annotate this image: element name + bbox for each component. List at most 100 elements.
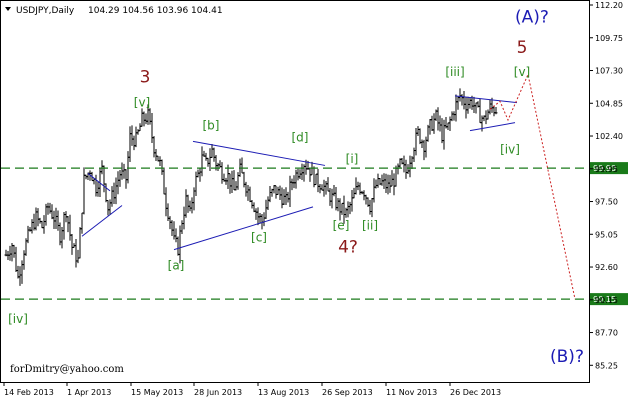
ohlc-bar <box>380 174 384 186</box>
ohlc-bar <box>328 188 332 206</box>
ohlc-bar <box>210 143 214 158</box>
trend-line[interactable] <box>192 140 326 166</box>
x-tick-label: 28 Jun 2013 <box>194 388 242 397</box>
ohlc-bar <box>130 125 134 146</box>
ohlc-bar <box>126 151 130 184</box>
wave-label: (B)? <box>550 347 584 367</box>
ohlc-bar <box>50 204 54 220</box>
ohlc-bar <box>12 244 16 258</box>
ohlc-bar <box>278 185 282 201</box>
trend-line[interactable] <box>87 173 111 192</box>
ohlc-bar <box>466 96 470 114</box>
x-tick-label: 11 Nov 2013 <box>386 388 437 397</box>
ohlc-bar <box>212 147 216 162</box>
trend-line[interactable] <box>81 205 123 237</box>
y-tick-label: 109.75 <box>595 34 623 43</box>
ohlc-bar <box>56 210 60 231</box>
ohlc-bar <box>438 115 442 132</box>
ohlc-bar <box>204 152 208 161</box>
ohlc-bar <box>246 184 250 201</box>
x-tick-label: 14 Feb 2013 <box>4 388 54 397</box>
horizontal-levels: 99.90 90.15 <box>1 162 628 306</box>
wave-label: [b] <box>203 118 220 132</box>
ohlc-bar <box>384 173 388 194</box>
ohlc-bar <box>446 122 450 130</box>
ohlc-bar <box>346 201 350 218</box>
ohlc-bar <box>416 126 420 136</box>
y-tick-label: 87.70 <box>595 329 618 338</box>
ohlc-bar <box>240 157 244 174</box>
ohlc-bar <box>254 208 258 220</box>
ohlc-bar <box>144 113 148 125</box>
ohlc-bar <box>464 97 468 119</box>
wave-label: [iv] <box>8 312 28 326</box>
ohlc-bar <box>80 212 84 234</box>
trend-lines <box>81 95 518 251</box>
ohlc-bar <box>390 170 394 187</box>
ohlc-bar <box>290 178 294 191</box>
x-tick-label: 26 Sep 2013 <box>322 388 373 397</box>
ohlc-bar <box>78 227 82 259</box>
ohlc-bar <box>288 175 292 207</box>
ohlc-bar <box>414 128 418 156</box>
ohlc-bar <box>48 202 52 214</box>
ohlc-bar <box>248 186 252 203</box>
ohlc-bar <box>200 146 204 177</box>
ohlc-bar <box>36 208 40 227</box>
ohlc-bar <box>170 220 174 237</box>
ohlc-bar <box>454 94 458 122</box>
ohlc-bar <box>436 107 440 131</box>
trend-line[interactable] <box>454 95 518 104</box>
ohlc-bar <box>216 162 220 172</box>
level-label-box <box>590 162 628 175</box>
chart-header-ohlc: 104.29 104.56 103.96 104.41 <box>88 6 223 16</box>
ohlc-bar <box>76 249 80 264</box>
ohlc-bar <box>326 177 330 192</box>
ohlc-bar <box>296 168 300 181</box>
ohlc-bar <box>424 136 428 158</box>
ohlc-bar <box>236 172 240 190</box>
ohlc-bar <box>320 184 324 191</box>
ohlc-bar <box>42 215 46 234</box>
ohlc-bar <box>70 233 74 255</box>
ohlc-bar <box>468 97 472 109</box>
ohlc-bar <box>332 184 336 197</box>
wave-label: [a] <box>168 259 185 273</box>
wave-label: 5 <box>517 38 528 58</box>
ohlc-bar <box>26 225 30 244</box>
ohlc-bars <box>4 88 498 286</box>
dropdown-triangle-icon[interactable] <box>5 7 11 11</box>
y-tick-label: 85.25 <box>595 361 618 370</box>
ohlc-bar <box>110 186 114 207</box>
ohlc-bar <box>148 108 152 125</box>
ohlc-bar <box>142 111 146 127</box>
ohlc-bar <box>322 179 326 197</box>
ohlc-bar <box>190 197 194 214</box>
ohlc-bar <box>262 212 266 227</box>
y-tick-label: 102.40 <box>595 132 623 141</box>
trend-line[interactable] <box>173 206 314 251</box>
trend-line[interactable] <box>469 122 516 132</box>
ohlc-bar <box>442 119 446 150</box>
projection-layer <box>489 72 576 300</box>
ohlc-bar <box>112 182 116 204</box>
ohlc-bar <box>228 173 232 194</box>
ohlc-bar <box>242 171 246 188</box>
ohlc-bar <box>282 189 286 205</box>
projection-path <box>489 72 576 300</box>
wave-label: [v] <box>514 65 530 79</box>
x-tick-label: 26 Dec 2013 <box>450 388 501 397</box>
ohlc-bar <box>230 170 234 193</box>
ohlc-bar <box>364 194 368 205</box>
ohlc-bar <box>358 182 362 195</box>
ohlc-bar <box>348 201 352 215</box>
ohlc-bar <box>14 246 18 272</box>
ohlc-bar <box>460 94 464 106</box>
ohlc-bar <box>488 99 492 115</box>
ohlc-bar <box>372 178 376 203</box>
ohlc-bar <box>96 181 100 197</box>
ohlc-bar <box>292 175 296 189</box>
y-tick-label: 92.60 <box>595 263 618 272</box>
